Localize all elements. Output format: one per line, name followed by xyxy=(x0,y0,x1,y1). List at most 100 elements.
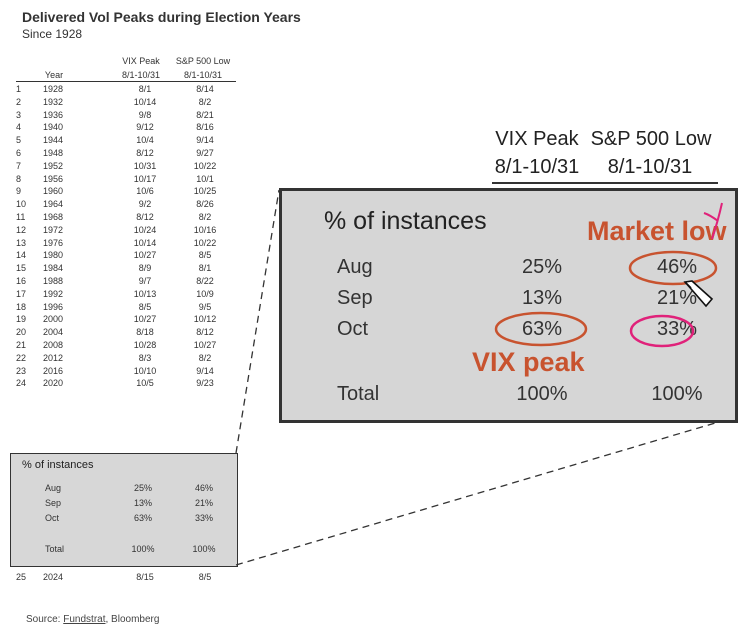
row-vix-peak: 9/8 xyxy=(138,109,152,120)
vix-pct: 13% xyxy=(133,498,152,508)
table-row: 11 1968 8/12 8/2 xyxy=(16,212,241,225)
table-row: 12 1972 10/24 10/16 xyxy=(16,225,241,238)
row-spx-low: 10/9 xyxy=(196,288,214,299)
row-vix-peak: 8/12 xyxy=(136,148,154,158)
row-spx-low: 10/25 xyxy=(193,186,217,197)
table-row: 19 2000 10/27 10/12 xyxy=(16,314,241,327)
source-link-fundstrat[interactable]: Fundstrat xyxy=(63,614,106,625)
row-spx-low: 8/1 xyxy=(198,263,212,274)
row-year: 1976 xyxy=(43,237,64,248)
row-vix-peak: 8/5 xyxy=(138,301,152,312)
row-index: 14 xyxy=(16,250,27,261)
row-index: 20 xyxy=(16,327,27,338)
row-year: 2012 xyxy=(43,352,64,363)
row-spx-low: 8/2 xyxy=(198,212,212,222)
row-spx-low: 8/14 xyxy=(196,84,214,94)
row-spx-low: 10/27 xyxy=(193,340,217,350)
row-vix-peak: 10/14 xyxy=(133,237,157,248)
table-row: 17 1992 10/13 10/9 xyxy=(16,289,241,302)
table-row: 3 1936 9/8 8/21 xyxy=(16,110,241,123)
row-year: 1940 xyxy=(43,122,64,133)
table-row-2024: 25 2024 8/15 8/5 xyxy=(16,572,241,585)
vix-total: 100% xyxy=(516,383,568,405)
row-spx-low: 9/27 xyxy=(196,148,214,158)
row-year: 1948 xyxy=(43,148,64,158)
spx-total: 100% xyxy=(651,383,703,405)
table-row: 23 2016 10/10 9/14 xyxy=(16,366,241,379)
row-vix-peak: 10/27 xyxy=(133,314,157,325)
vix-total: 100% xyxy=(131,544,155,554)
row-index: 3 xyxy=(16,109,22,120)
row-spx-low: 8/2 xyxy=(198,352,212,363)
row-year: 1988 xyxy=(43,276,64,286)
row-index: 18 xyxy=(16,301,27,312)
month-label: Aug xyxy=(337,256,373,278)
row-spx-low: 8/16 xyxy=(196,122,214,133)
row-index: 10 xyxy=(16,199,27,210)
row-year: 2008 xyxy=(43,340,64,350)
row-vix-peak: 10/24 xyxy=(133,224,157,235)
row-index: 5 xyxy=(16,135,22,146)
row-index: 17 xyxy=(16,288,27,299)
row-vix-peak: 9/2 xyxy=(138,199,152,210)
row-year: 1992 xyxy=(43,288,64,299)
row-spx-low: 8/26 xyxy=(196,199,214,210)
table-row: 21 2008 10/28 10/27 xyxy=(16,340,241,353)
row-spx-low: 8/2 xyxy=(198,96,212,107)
row-year: 2024 xyxy=(43,572,64,582)
row-spx-low: 8/21 xyxy=(196,109,214,120)
row-year: 1956 xyxy=(43,173,64,184)
vix-peak-annotation: VIX peak xyxy=(472,347,585,377)
table-row: 24 2020 10/5 9/23 xyxy=(16,378,241,391)
table-row: 2 1932 10/14 8/2 xyxy=(16,97,241,110)
row-vix-peak: 10/31 xyxy=(133,160,157,171)
row-vix-peak: 10/13 xyxy=(133,288,157,299)
row-year: 1952 xyxy=(43,160,64,171)
row-year: 1984 xyxy=(43,263,64,274)
row-year: 2016 xyxy=(43,365,64,376)
total-label: Total xyxy=(337,383,380,405)
spx-low-header: S&P 500 Low xyxy=(175,56,231,66)
vix-pct: 63% xyxy=(521,318,563,340)
spx-pct: 21% xyxy=(194,498,213,508)
source-suffix: , Bloomberg xyxy=(105,614,160,625)
source-prefix: Source: xyxy=(26,614,64,625)
row-vix-peak: 8/12 xyxy=(136,212,154,222)
table-row: 13 1976 10/14 10/22 xyxy=(16,238,241,251)
row-index: 7 xyxy=(16,160,22,171)
row-spx-low: 8/5 xyxy=(198,572,212,582)
row-index: 24 xyxy=(16,378,27,389)
row-index: 9 xyxy=(16,186,22,197)
big-header-divider xyxy=(492,182,718,184)
row-vix-peak: 9/7 xyxy=(138,276,152,286)
zoomed-instances-title: % of instances xyxy=(324,207,487,235)
zoomed-instances-box: % of instances Aug 25% 46% Sep 13% 21% O… xyxy=(279,188,738,423)
row-vix-peak: 10/5 xyxy=(136,378,154,389)
row-spx-low: 9/14 xyxy=(196,365,214,376)
source-note: Source: Fundstrat, Bloomberg xyxy=(26,614,159,625)
row-index: 13 xyxy=(16,237,27,248)
row-index: 1 xyxy=(16,84,22,94)
vix-peak-header: VIX Peak xyxy=(122,56,160,66)
row-vix-peak: 8/18 xyxy=(136,327,154,338)
row-vix-peak: 10/4 xyxy=(136,135,154,146)
row-spx-low: 10/12 xyxy=(193,314,217,325)
spx-pct: 46% xyxy=(194,483,213,493)
big-vix-peak-header: VIX Peak xyxy=(495,128,579,150)
row-vix-peak: 8/3 xyxy=(138,352,152,363)
row-vix-peak: 10/27 xyxy=(133,250,157,261)
table-row: 9 1960 10/6 10/25 xyxy=(16,186,241,199)
big-spx-low-header: S&P 500 Low xyxy=(590,128,712,150)
row-year: 1968 xyxy=(43,212,64,222)
zoom-line-bottom xyxy=(235,417,733,566)
row-year: 1972 xyxy=(43,224,64,235)
market-low-annotation: Market low xyxy=(587,216,727,246)
row-year: 1960 xyxy=(43,186,64,197)
row-vix-peak: 10/6 xyxy=(136,186,154,197)
year-header: Year xyxy=(44,70,64,80)
row-index: 15 xyxy=(16,263,27,274)
pen-cursor-icon xyxy=(683,280,714,308)
row-year: 2020 xyxy=(43,378,64,389)
row-year: 1936 xyxy=(43,109,64,120)
row-index: 21 xyxy=(16,340,27,350)
